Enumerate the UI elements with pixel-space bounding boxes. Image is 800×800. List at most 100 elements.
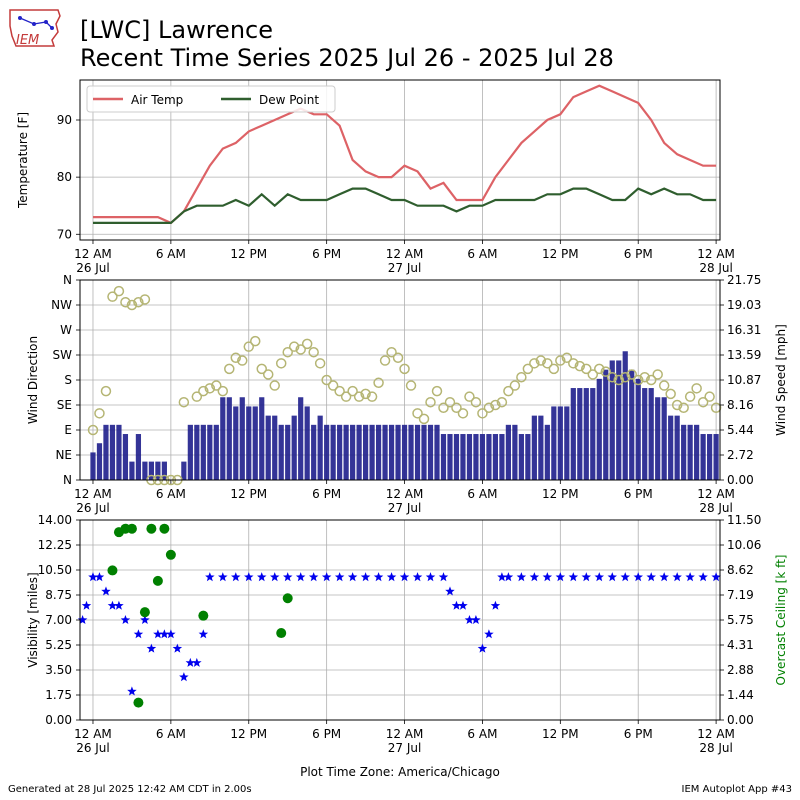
wind-direction-marker — [139, 294, 151, 305]
wind-speed-bar — [207, 424, 213, 480]
wind-speed-bar — [616, 360, 622, 480]
y-tick-label: NE — [55, 448, 72, 462]
wind-direction-marker — [211, 380, 222, 391]
y-tick-label: W — [60, 323, 72, 337]
wind-speed-bar — [473, 434, 479, 480]
wind-speed-bar — [590, 388, 596, 480]
wind-direction-marker — [535, 355, 547, 366]
wind-direction-marker — [366, 391, 378, 402]
wind-speed-bar — [518, 434, 524, 480]
visibility-marker — [179, 672, 189, 682]
wind-direction-marker — [555, 355, 566, 366]
wind-speed-bar — [362, 424, 369, 480]
wind-speed-bar — [395, 424, 401, 480]
wind-speed-bar — [161, 461, 167, 480]
visibility-marker — [646, 572, 656, 582]
wind-direction-marker — [522, 363, 534, 375]
visibility-marker — [159, 629, 170, 639]
x-tick-label: 6 AM — [467, 487, 497, 501]
visibility-marker — [698, 572, 708, 582]
wind-direction-marker — [425, 396, 436, 408]
wind-direction-marker — [360, 388, 371, 400]
y-tick-label: N — [63, 273, 72, 287]
ceiling-marker — [282, 593, 293, 604]
visibility-marker — [283, 572, 293, 582]
visibility-marker — [107, 600, 118, 610]
y2-tick-label: 11.50 — [727, 513, 761, 527]
wind-direction-marker — [697, 396, 709, 408]
visibility-marker — [334, 572, 345, 582]
legend-box — [86, 85, 336, 113]
visibility-marker — [373, 572, 384, 582]
visibility-marker — [321, 572, 332, 582]
x-tick-label: 12 AM — [386, 487, 424, 501]
visibility-marker — [127, 686, 137, 696]
wind-speed-bar — [622, 351, 628, 480]
wind-direction-marker — [444, 396, 456, 408]
visibility-marker — [620, 572, 630, 582]
wind-speed-bar — [668, 415, 674, 480]
visibility-marker — [438, 572, 449, 582]
wind-direction-marker — [587, 369, 599, 380]
visibility-marker — [568, 572, 579, 582]
visibility-marker — [594, 572, 604, 582]
visibility-marker — [360, 572, 371, 582]
y-tick-label: 7.00 — [45, 613, 72, 627]
wind-direction-marker — [710, 402, 722, 414]
x-tick-label: 12 AM — [74, 247, 112, 261]
wind-speed-bar — [447, 434, 453, 480]
wind-direction-marker — [386, 346, 397, 358]
wind-speed-bar — [661, 397, 667, 480]
x-tick-date-label: 28 Jul — [699, 741, 733, 755]
x-tick-label: 12 AM — [697, 247, 735, 261]
wind-speed-bar — [200, 424, 206, 480]
wind-direction-marker — [607, 371, 618, 383]
page-title: [LWC] Lawrence — [80, 16, 273, 44]
wind-speed-bar — [453, 434, 460, 480]
x-tick-label: 6 AM — [156, 487, 186, 501]
wind-direction-marker — [217, 385, 229, 397]
wind-speed-bar — [246, 406, 252, 480]
wind-direction-marker — [464, 391, 475, 402]
visibility-marker — [172, 643, 183, 653]
wind-direction-marker — [295, 344, 306, 355]
app-credit: IEM Autoplot App #43 — [681, 784, 792, 795]
visibility-marker — [425, 572, 436, 582]
wind-speed-bar — [427, 424, 434, 480]
x-tick-label: 6 AM — [156, 727, 186, 741]
wind-direction-marker — [503, 385, 514, 397]
wind-speed-bar — [544, 424, 550, 480]
wind-speed-bar — [603, 369, 609, 480]
y2-tick-label: 21.75 — [727, 273, 761, 287]
y2-tick-label: 5.44 — [727, 423, 754, 437]
wind-direction-marker — [431, 385, 443, 397]
wind-speed-bar — [129, 461, 135, 480]
visibility-marker — [503, 572, 514, 582]
x-tick-label: 12 PM — [230, 487, 267, 501]
y-axis-label: Wind Direction — [26, 336, 40, 424]
visibility-marker — [244, 572, 254, 582]
y2-tick-label: 8.62 — [727, 563, 754, 577]
visibility-marker — [555, 572, 566, 582]
wind-direction-marker — [224, 363, 235, 375]
wind-speed-bar — [401, 424, 408, 480]
wind-direction-marker — [684, 391, 696, 402]
plot-frame — [79, 519, 721, 721]
ceiling-marker — [133, 697, 144, 708]
wind-direction-marker — [418, 413, 430, 425]
y-tick-label: N — [63, 473, 72, 487]
wind-speed-bar — [700, 434, 706, 480]
wind-direction-marker — [678, 402, 689, 414]
visibility-marker — [464, 615, 475, 624]
wind-speed-bar — [681, 424, 687, 480]
visibility-marker — [88, 572, 98, 582]
wind-direction-marker — [632, 374, 644, 386]
visibility-marker — [166, 629, 176, 639]
wind-direction-marker — [327, 380, 339, 391]
visibility-marker — [198, 629, 209, 639]
wind-speed-bar — [285, 424, 291, 480]
x-tick-label: 12 AM — [386, 727, 424, 741]
visibility-marker — [386, 572, 397, 582]
y2-tick-label: 13.59 — [727, 348, 761, 362]
